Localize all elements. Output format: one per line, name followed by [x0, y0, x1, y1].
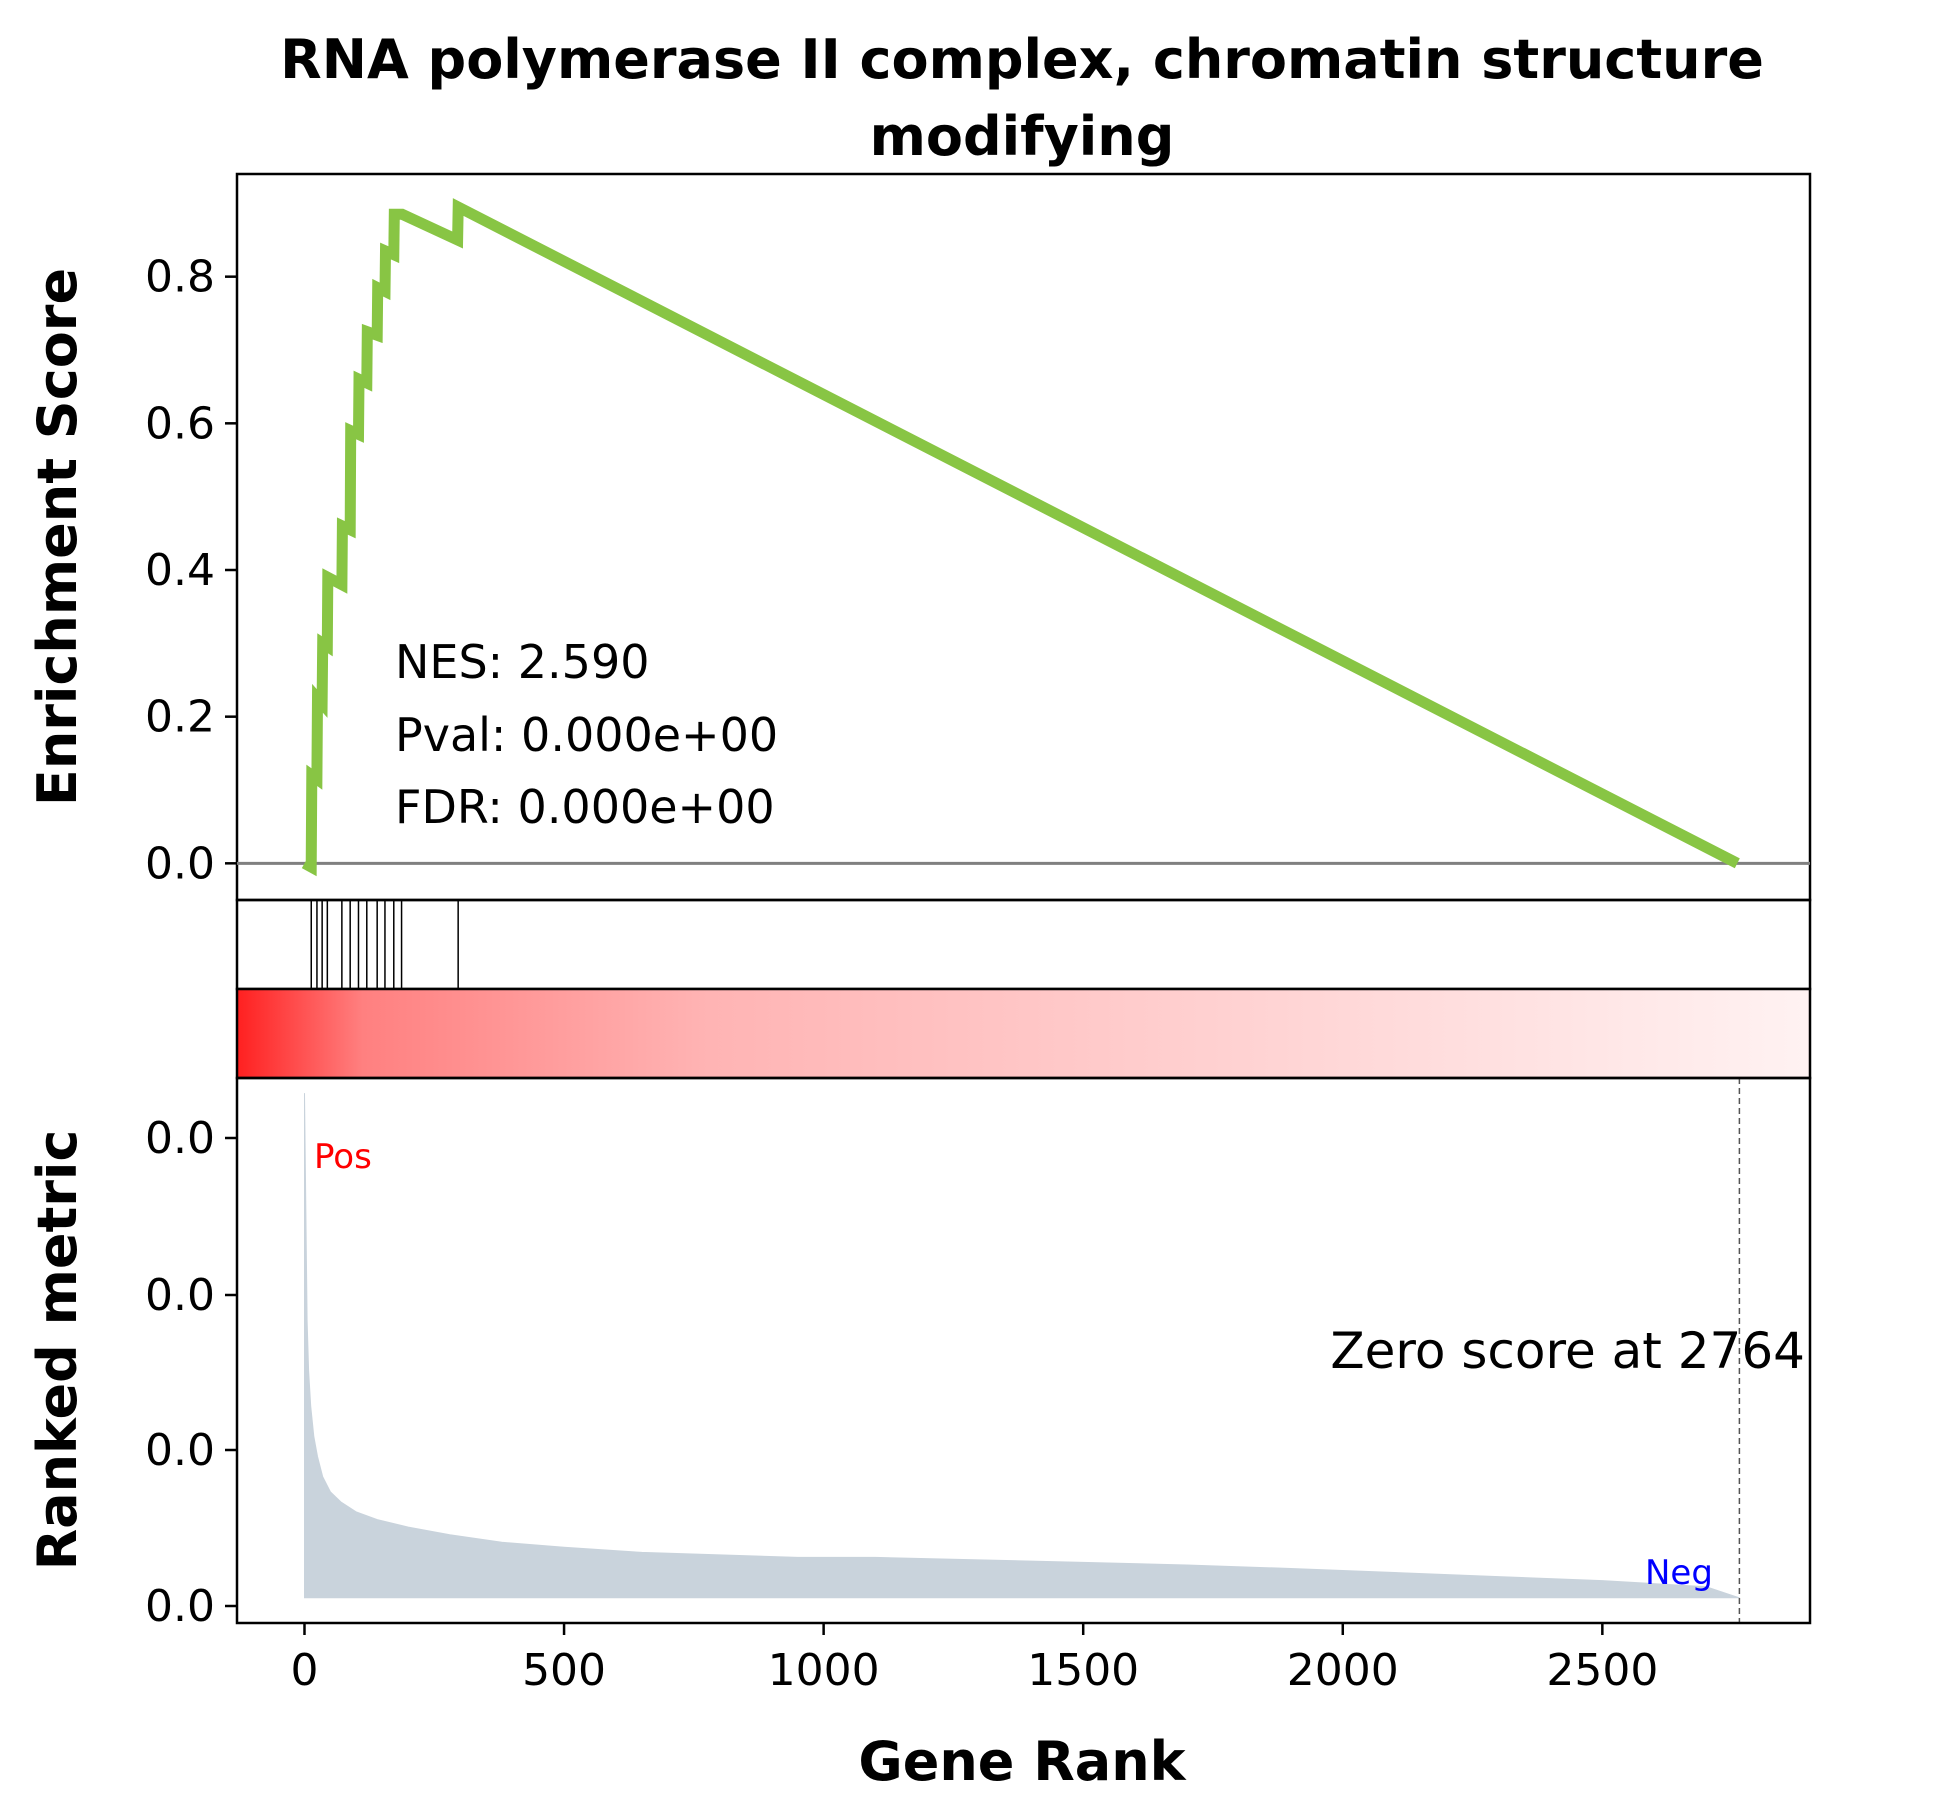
x-tick-label: 1500 [1027, 1645, 1139, 1696]
pos-label: Pos [314, 1137, 372, 1177]
es-y-tick-label: 0.8 [145, 252, 215, 303]
rank-y-tick-label: 0.0 [145, 1270, 215, 1321]
rank-heatmap-panel [235, 987, 1812, 1080]
fdr-text: FDR: 0.000e+00 [395, 780, 775, 834]
gene-hits-frame [235, 898, 1812, 991]
y-axis-label-enrichment: Enrichment Score [26, 268, 89, 806]
x-tick-label: 1000 [768, 1645, 880, 1696]
rank-heatmap-bar [235, 987, 1812, 1080]
enrichment-score-line [301, 198, 1740, 877]
nes-text: NES: 2.590 [395, 635, 649, 689]
ranked-metric-panel: Zero score at 2764 Pos Neg 0.0 0.0 0.0 0.0 [145, 1076, 1812, 1632]
neg-label: Neg [1645, 1553, 1713, 1593]
x-tick-label: 500 [522, 1645, 606, 1696]
enrichment-score-panel: 0.0 0.2 0.4 0.6 0.8 NES: 2.590 Pval: 0.000e+… [145, 172, 1812, 902]
pval-text: Pval: 0.000e+00 [395, 708, 778, 762]
ranked-metric-area [304, 1093, 1740, 1599]
zero-score-label: Zero score at 2764 [1330, 1322, 1805, 1380]
es-y-tick-label: 0.4 [145, 545, 215, 596]
rank-y-tick-label: 0.0 [145, 1425, 215, 1476]
rank-y-tick-label: 0.0 [145, 1113, 215, 1164]
es-y-tick-label: 0.2 [145, 692, 215, 743]
es-y-tick-label: 0.6 [145, 398, 215, 449]
x-tick-label: 0 [290, 1645, 318, 1696]
gene-hits-panel [235, 898, 1812, 991]
y-axis-label-ranked-metric: Ranked metric [26, 1130, 89, 1571]
rank-y-tick-label: 0.0 [145, 1581, 215, 1632]
es-y-tick-label: 0.0 [145, 838, 215, 889]
chart-title-line2: modifying [870, 105, 1175, 168]
chart-title-line1: RNA polymerase II complex, chromatin str… [280, 28, 1764, 91]
ranked-metric-frame [235, 1076, 1812, 1625]
x-tick-label: 2000 [1287, 1645, 1399, 1696]
x-tick-label: 2500 [1546, 1645, 1658, 1696]
x-axis-label: Gene Rank [858, 1730, 1186, 1793]
